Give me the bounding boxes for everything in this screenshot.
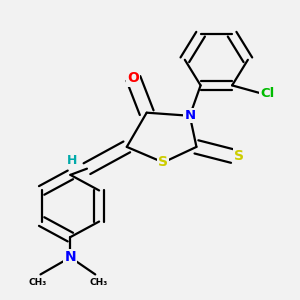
Text: S: S <box>234 149 244 163</box>
Text: N: N <box>64 250 76 264</box>
Text: CH₃: CH₃ <box>28 278 46 287</box>
Text: H: H <box>67 154 77 167</box>
Text: N: N <box>184 109 195 122</box>
Text: Cl: Cl <box>260 87 275 100</box>
Text: CH₃: CH₃ <box>89 278 108 287</box>
Text: S: S <box>158 155 168 170</box>
Text: O: O <box>128 71 139 85</box>
